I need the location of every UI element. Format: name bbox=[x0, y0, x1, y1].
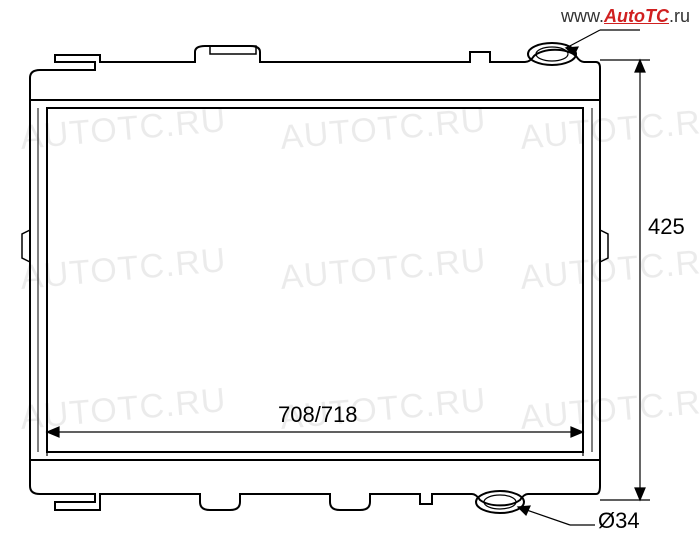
label-width: 708/718 bbox=[278, 402, 358, 428]
top-tank-outline bbox=[30, 46, 600, 100]
radiator-drawing bbox=[0, 0, 700, 544]
label-height: 425 bbox=[648, 214, 685, 240]
site-logo: www.AutoTC.ru bbox=[561, 6, 690, 27]
logo-brand: AutoTC bbox=[604, 6, 669, 26]
bracket-right bbox=[600, 230, 608, 262]
outlet-port-inner bbox=[484, 495, 516, 509]
logo-suffix: .ru bbox=[669, 6, 690, 26]
dimension-diameter bbox=[518, 506, 595, 525]
label-diameter: Ø34 bbox=[598, 508, 640, 534]
diagram-canvas: www.AutoTC.ru AUTOTC.RUAUTOTC.RUAUTOTC.R… bbox=[0, 0, 700, 544]
logo-prefix: www. bbox=[561, 6, 604, 26]
dimension-height bbox=[600, 60, 650, 500]
bracket-left bbox=[22, 230, 30, 262]
bottom-tank-outline bbox=[30, 460, 600, 510]
inlet-leader bbox=[566, 30, 640, 55]
core-inner bbox=[47, 108, 583, 452]
filler-cap bbox=[210, 46, 256, 54]
